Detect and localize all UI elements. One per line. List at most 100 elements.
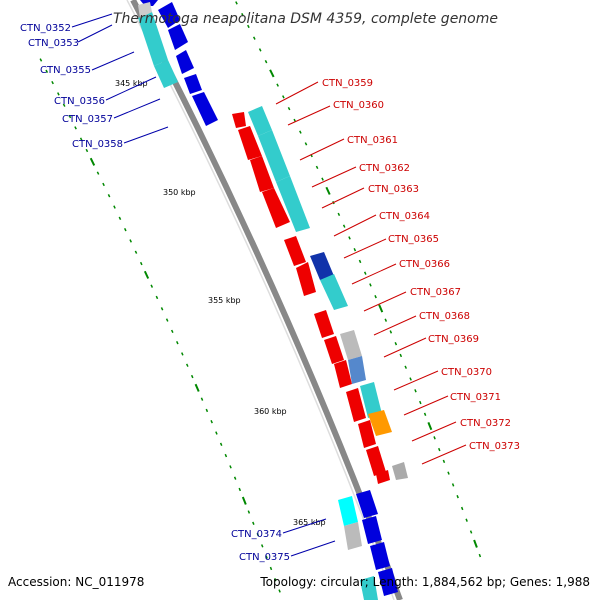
scale-tick: [85, 148, 89, 153]
map-title: Thermotoga neapolitana DSM 4359, complet…: [113, 11, 498, 27]
scale-tick: [325, 186, 331, 195]
scale-tick: [460, 506, 464, 511]
scale-tick: [423, 412, 427, 416]
scale-tick: [264, 59, 268, 64]
scale-ticks: [39, 1, 482, 593]
gene-forward: [358, 420, 376, 448]
cds-block: [360, 382, 382, 418]
scale-tick: [170, 329, 174, 334]
scale-tick: [74, 126, 77, 130]
scale-tick: [260, 544, 264, 548]
gene-forward: [238, 126, 262, 160]
scale-tick: [399, 353, 403, 358]
scale-tick: [269, 69, 275, 78]
scale-tick: [409, 377, 412, 381]
scale-tick: [265, 555, 268, 559]
gene-reverse: [184, 74, 202, 94]
gene-forward: [324, 336, 344, 364]
scale-tick: [190, 374, 194, 379]
gene-label: CTN_0368: [419, 311, 470, 322]
cds-block: [392, 462, 408, 480]
scale-tick: [287, 106, 291, 111]
scale-tick: [252, 36, 256, 40]
label-leaders: [71, 13, 467, 557]
scale-tick: [238, 487, 242, 492]
scale-tick: [165, 318, 169, 322]
gene-label: CTN_0372: [460, 418, 511, 429]
scale-tick: [118, 216, 122, 221]
cds-block: [248, 106, 272, 136]
cds-block: [138, 12, 168, 66]
scale-tick: [282, 95, 285, 99]
scale-tick: [235, 1, 238, 5]
cds-block: [338, 496, 358, 526]
gene-label: CTN_0374: [231, 529, 282, 540]
gene-label: CTN_0360: [333, 100, 384, 111]
scale-tick: [57, 92, 60, 96]
cds-block: [360, 576, 378, 600]
gene-label: CTN_0356: [54, 96, 105, 107]
scale-tick: [451, 483, 455, 487]
cds-block: [138, 2, 152, 18]
scale-tick: [321, 177, 324, 181]
scale-tick: [442, 459, 446, 464]
gene-forward: [376, 470, 390, 484]
tick-label-355: 355 kbp: [208, 296, 241, 305]
scale-tick: [419, 400, 422, 405]
scale-tick: [433, 436, 436, 440]
gene-reverse: [158, 2, 180, 28]
scale-tick: [427, 421, 433, 431]
scale-tick: [45, 69, 49, 73]
scale-tick: [258, 48, 262, 52]
scale-tick: [404, 365, 407, 369]
scale-tick: [181, 352, 184, 356]
gene-label: CTN_0373: [469, 441, 520, 452]
scale-tick: [210, 420, 213, 424]
gene-label: CTN_0352: [20, 23, 71, 34]
gene-labels-forward: CTN_0359 CTN_0360 CTN_0361 CTN_0362 CTN_…: [322, 78, 520, 452]
gene-reverse: [192, 92, 218, 126]
scale-tick: [39, 58, 43, 62]
scale-tick: [348, 236, 351, 240]
scale-tick: [269, 566, 273, 571]
scale-tick: [123, 227, 127, 232]
gene-label: CTN_0361: [347, 135, 398, 146]
scale-tick: [478, 553, 482, 558]
scale-tick: [247, 24, 250, 29]
scale-tick: [358, 259, 362, 264]
scale-tick: [194, 383, 200, 392]
scale-tick: [274, 578, 277, 582]
gene-label: CTN_0369: [428, 334, 479, 345]
scale-tick: [438, 447, 441, 452]
scale-tick: [414, 389, 417, 393]
genome-summary: Topology: circular; Length: 1,884,562 bp…: [259, 575, 590, 589]
gene-label: CTN_0375: [239, 552, 290, 563]
scale-tick: [394, 342, 398, 346]
scale-tick: [247, 510, 251, 514]
scale-tick: [219, 442, 223, 446]
gene-label: CTN_0370: [441, 367, 492, 378]
scale-tick: [353, 247, 357, 252]
gene-reverse: [168, 24, 188, 50]
scale-tick: [150, 284, 154, 288]
gene-forward: [346, 388, 366, 422]
scale-tick: [374, 294, 377, 299]
scale-tick: [68, 114, 72, 119]
scale-tick: [304, 142, 308, 146]
scale-tick: [96, 171, 100, 175]
gene-label: CTN_0353: [28, 38, 79, 49]
scale-tick: [315, 165, 319, 170]
cds-block: [310, 252, 334, 280]
gene-label: CTN_0364: [379, 211, 430, 222]
gene-label: CTN_0363: [368, 184, 419, 195]
gene-forward: [262, 188, 290, 228]
gene-label: CTN_0366: [399, 259, 450, 270]
accession-text: Accession: NC_011978: [8, 575, 144, 589]
gene-forward: [232, 112, 246, 128]
cds-block: [320, 274, 348, 310]
scale-tick: [205, 408, 209, 413]
scale-tick: [337, 212, 341, 217]
scale-tick: [129, 239, 132, 243]
gene-label: CTN_0359: [322, 78, 373, 89]
tick-label-360: 360 kbp: [254, 407, 287, 416]
